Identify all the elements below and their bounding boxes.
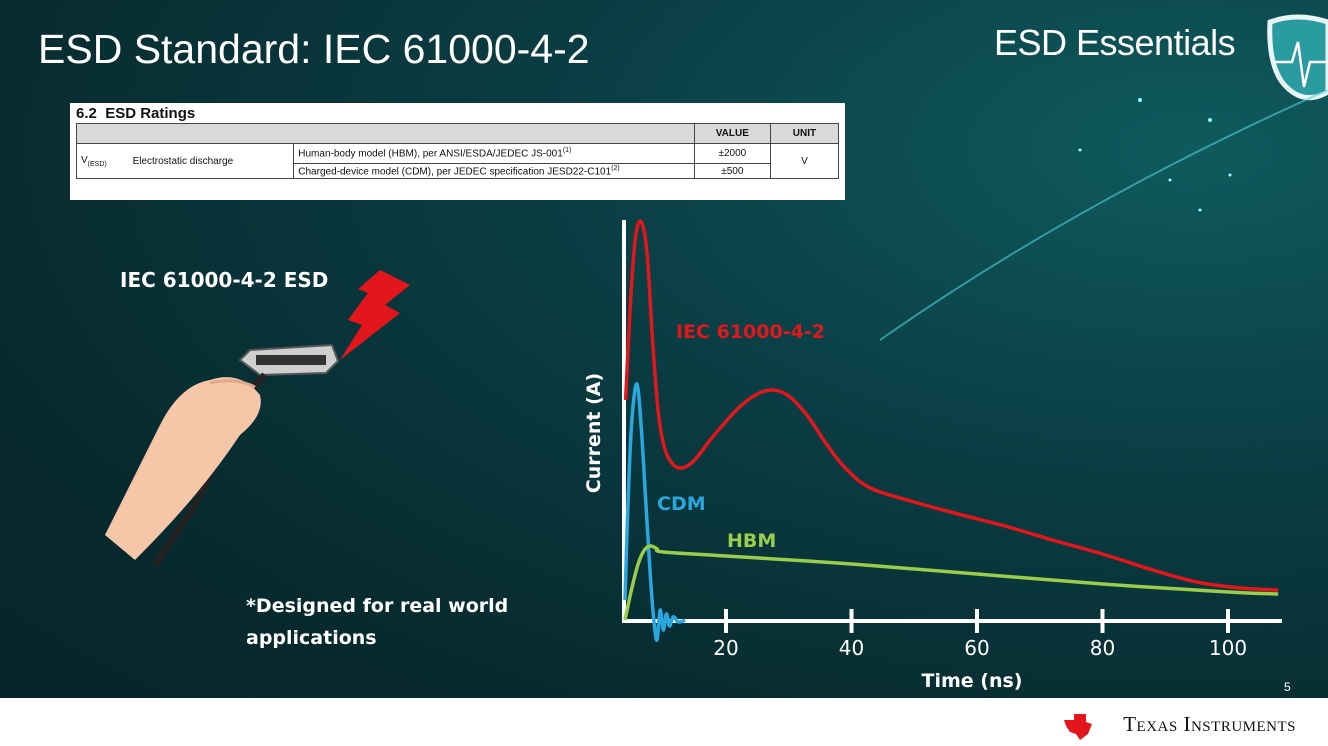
company-name: Texas Instruments [1123, 712, 1296, 736]
unit-cell: V [769, 142, 840, 180]
y-axis-label: Current (A) [583, 373, 605, 493]
x-tick-label: 40 [839, 636, 864, 660]
footnote: *Designed for real world applications [246, 595, 509, 649]
header-blank [76, 123, 695, 144]
value-cell: ±500 [693, 162, 771, 180]
table-section: 6.2 [76, 105, 97, 122]
iec-esd-label: IEC 61000-4-2 ESD [120, 268, 329, 292]
x-tick-label: 60 [964, 636, 989, 660]
header-value: VALUE [693, 123, 771, 144]
table-title: ESD Ratings [105, 105, 196, 122]
brand-title: ESD Essentials [994, 22, 1236, 63]
condition-cell: Charged-device model (CDM), per JEDEC sp… [293, 162, 695, 180]
series-line-hbm [623, 544, 1279, 621]
slide-title: ESD Standard: IEC 61000-4-2 [38, 26, 590, 72]
shield-logo-icon [1267, 14, 1328, 101]
x-tick-label: 20 [713, 636, 738, 660]
x-axis-label: Time (ns) [922, 670, 1023, 692]
hand-holding-cable-illustration [105, 270, 410, 567]
page-number: 5 [1284, 680, 1291, 694]
series-line-cdm [623, 382, 686, 642]
header-unit: UNIT [769, 123, 840, 144]
series-label-iec: IEC 61000-4-2 [676, 321, 825, 343]
ti-logo-icon [1064, 714, 1092, 740]
series-label-hbm: HBM [727, 530, 776, 552]
lightning-bolt-icon [340, 270, 410, 360]
esd-ratings-table: 6.2 ESD Ratings VALUE UNIT V(ESD) Electro… [70, 103, 845, 200]
footer-bar [0, 698, 1328, 746]
series-label-cdm: CDM [657, 493, 706, 515]
series-line-iec-61000-4-2 [623, 219, 1279, 592]
parameter-cell: Electrostatic discharge [128, 142, 295, 180]
x-tick-label: 80 [1090, 636, 1115, 660]
symbol-cell: V(ESD) [75, 142, 129, 180]
light-streak [880, 90, 1328, 341]
x-tick-label: 100 [1209, 636, 1247, 660]
